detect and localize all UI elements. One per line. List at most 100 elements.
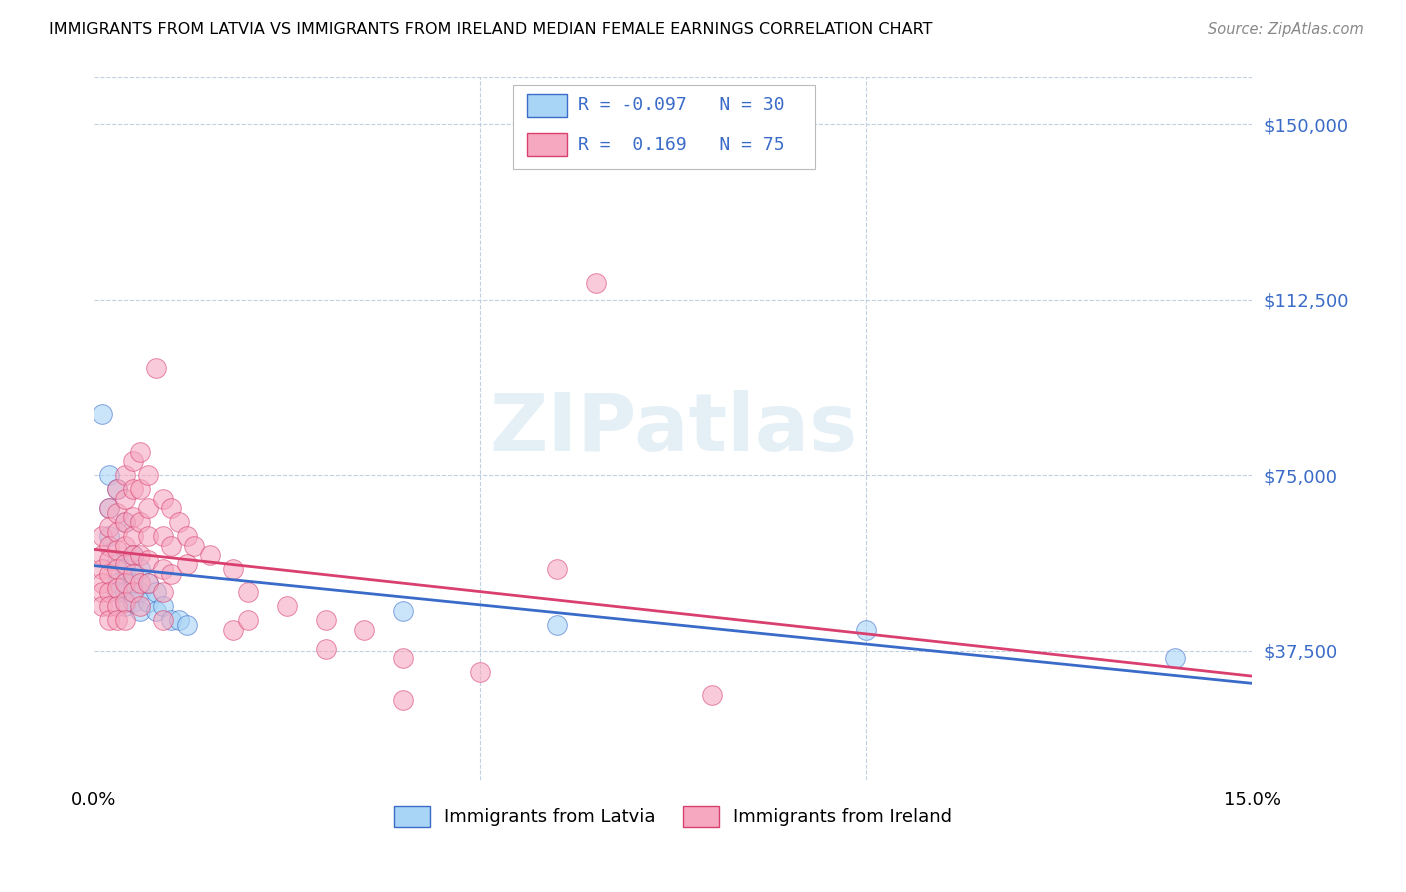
Point	[90, 599, 112, 614]
Point	[129, 445, 152, 459]
Text: IMMIGRANTS FROM LATVIA VS IMMIGRANTS FROM IRELAND MEDIAN FEMALE EARNINGS CORRELA: IMMIGRANTS FROM LATVIA VS IMMIGRANTS FRO…	[49, 22, 932, 37]
Point	[152, 529, 174, 543]
Point	[160, 566, 183, 581]
Point	[129, 548, 152, 562]
Point	[98, 520, 121, 534]
Point	[353, 623, 375, 637]
Point	[152, 614, 174, 628]
Point	[129, 576, 152, 591]
Point	[105, 576, 128, 591]
Point	[152, 491, 174, 506]
Point	[105, 552, 128, 566]
Point	[90, 576, 112, 591]
Point	[238, 614, 260, 628]
Point	[105, 524, 128, 539]
Point	[152, 585, 174, 599]
Point	[129, 483, 152, 497]
Point	[129, 599, 152, 614]
Point	[315, 641, 337, 656]
Point	[114, 576, 136, 591]
Point	[98, 468, 121, 483]
Point	[114, 595, 136, 609]
Text: R = -0.097   N = 30: R = -0.097 N = 30	[578, 96, 785, 114]
Point	[90, 529, 112, 543]
Point	[105, 562, 128, 576]
Point	[114, 558, 136, 572]
Point	[121, 483, 143, 497]
Point	[315, 614, 337, 628]
Point	[90, 585, 112, 599]
Point	[114, 515, 136, 529]
Point	[121, 576, 143, 591]
Point	[90, 548, 112, 562]
Point	[121, 595, 143, 609]
Point	[238, 585, 260, 599]
Point	[98, 501, 121, 516]
Point	[152, 599, 174, 614]
Point	[136, 576, 159, 591]
Point	[90, 408, 112, 422]
Point	[105, 599, 128, 614]
Point	[391, 604, 413, 618]
Point	[105, 543, 128, 558]
Point	[129, 604, 152, 618]
Point	[855, 623, 877, 637]
Point	[546, 618, 568, 632]
Point	[160, 501, 183, 516]
Text: Source: ZipAtlas.com: Source: ZipAtlas.com	[1208, 22, 1364, 37]
Point	[98, 529, 121, 543]
Point	[391, 693, 413, 707]
Point	[98, 539, 121, 553]
Point	[105, 581, 128, 595]
Point	[391, 651, 413, 665]
Point	[114, 515, 136, 529]
Point	[468, 665, 491, 679]
Point	[136, 501, 159, 516]
Point	[129, 562, 152, 576]
Point	[90, 562, 112, 576]
Point	[114, 539, 136, 553]
Point	[160, 614, 183, 628]
Point	[136, 468, 159, 483]
Point	[700, 689, 723, 703]
Point	[105, 483, 128, 497]
Point	[114, 599, 136, 614]
Point	[98, 552, 121, 566]
Point	[121, 529, 143, 543]
Point	[176, 529, 198, 543]
Text: ZIPatlas: ZIPatlas	[489, 390, 858, 467]
Point	[145, 360, 167, 375]
Point	[167, 515, 190, 529]
Point	[105, 483, 128, 497]
Point	[136, 595, 159, 609]
Point	[98, 599, 121, 614]
Point	[136, 576, 159, 591]
Point	[114, 562, 136, 576]
Point	[114, 468, 136, 483]
Point	[585, 277, 607, 291]
Point	[1164, 651, 1187, 665]
Point	[183, 539, 205, 553]
Point	[167, 614, 190, 628]
Point	[105, 506, 128, 520]
Point	[222, 562, 245, 576]
Point	[176, 618, 198, 632]
Point	[121, 585, 143, 599]
Point	[160, 539, 183, 553]
Point	[152, 562, 174, 576]
Point	[98, 585, 121, 599]
Point	[121, 548, 143, 562]
Point	[145, 585, 167, 599]
Point	[198, 548, 221, 562]
Point	[121, 566, 143, 581]
Text: R =  0.169   N = 75: R = 0.169 N = 75	[578, 136, 785, 153]
Point	[121, 548, 143, 562]
Point	[129, 585, 152, 599]
Point	[105, 614, 128, 628]
Point	[98, 614, 121, 628]
Legend: Immigrants from Latvia, Immigrants from Ireland: Immigrants from Latvia, Immigrants from …	[387, 798, 960, 834]
Point	[114, 614, 136, 628]
Point	[222, 623, 245, 637]
Point	[114, 585, 136, 599]
Point	[176, 558, 198, 572]
